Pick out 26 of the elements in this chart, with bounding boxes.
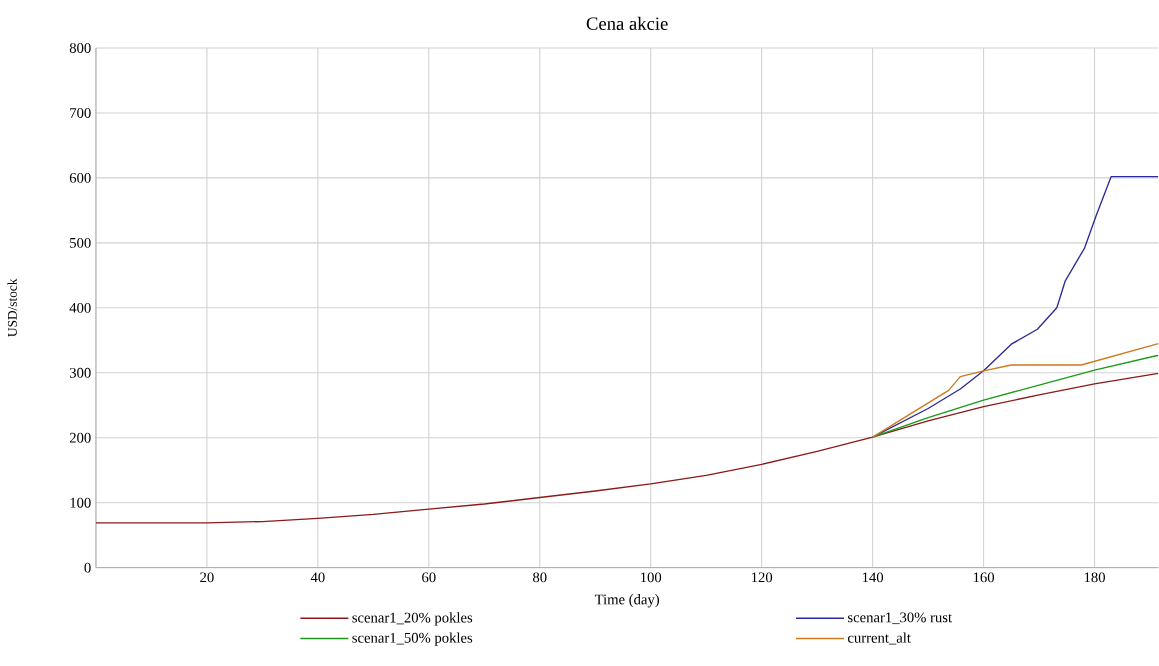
x-axis-title: Time (day)	[594, 594, 660, 608]
y-tick-label: 300	[69, 368, 91, 378]
y-tick-label: 500	[70, 238, 91, 248]
legend-label: scenar1_20% pokles	[352, 612, 473, 626]
x-tick-label: 180	[1084, 572, 1105, 583]
x-tick-label: 140	[862, 572, 884, 583]
legend-label: current_alt	[847, 632, 911, 645]
x-tick-label: 20	[200, 572, 214, 583]
y-tick-label: 100	[70, 497, 91, 508]
y-tick-label: 0	[84, 562, 91, 573]
y-tick-label: 700	[70, 108, 91, 119]
y-tick-label: 600	[69, 173, 91, 184]
x-tick-label: 120	[751, 572, 773, 583]
y-axis-title: USD/stock	[7, 278, 17, 337]
legend-label: scenar1_50% pokles	[352, 632, 473, 646]
y-tick-label: 200	[69, 432, 91, 443]
chart-title: Cena akcie	[586, 16, 668, 31]
x-tick-label: 40	[310, 572, 325, 583]
x-tick-label: 80	[533, 572, 547, 583]
x-tick-label: 100	[641, 572, 662, 583]
y-tick-label: 400	[69, 303, 91, 313]
legend-label: scenar1_30% rust	[848, 612, 952, 625]
x-tick-label: 60	[422, 572, 436, 583]
y-tick-label: 800	[69, 43, 91, 54]
x-tick-label: 160	[973, 572, 995, 583]
line-series	[95, 372, 1159, 524]
